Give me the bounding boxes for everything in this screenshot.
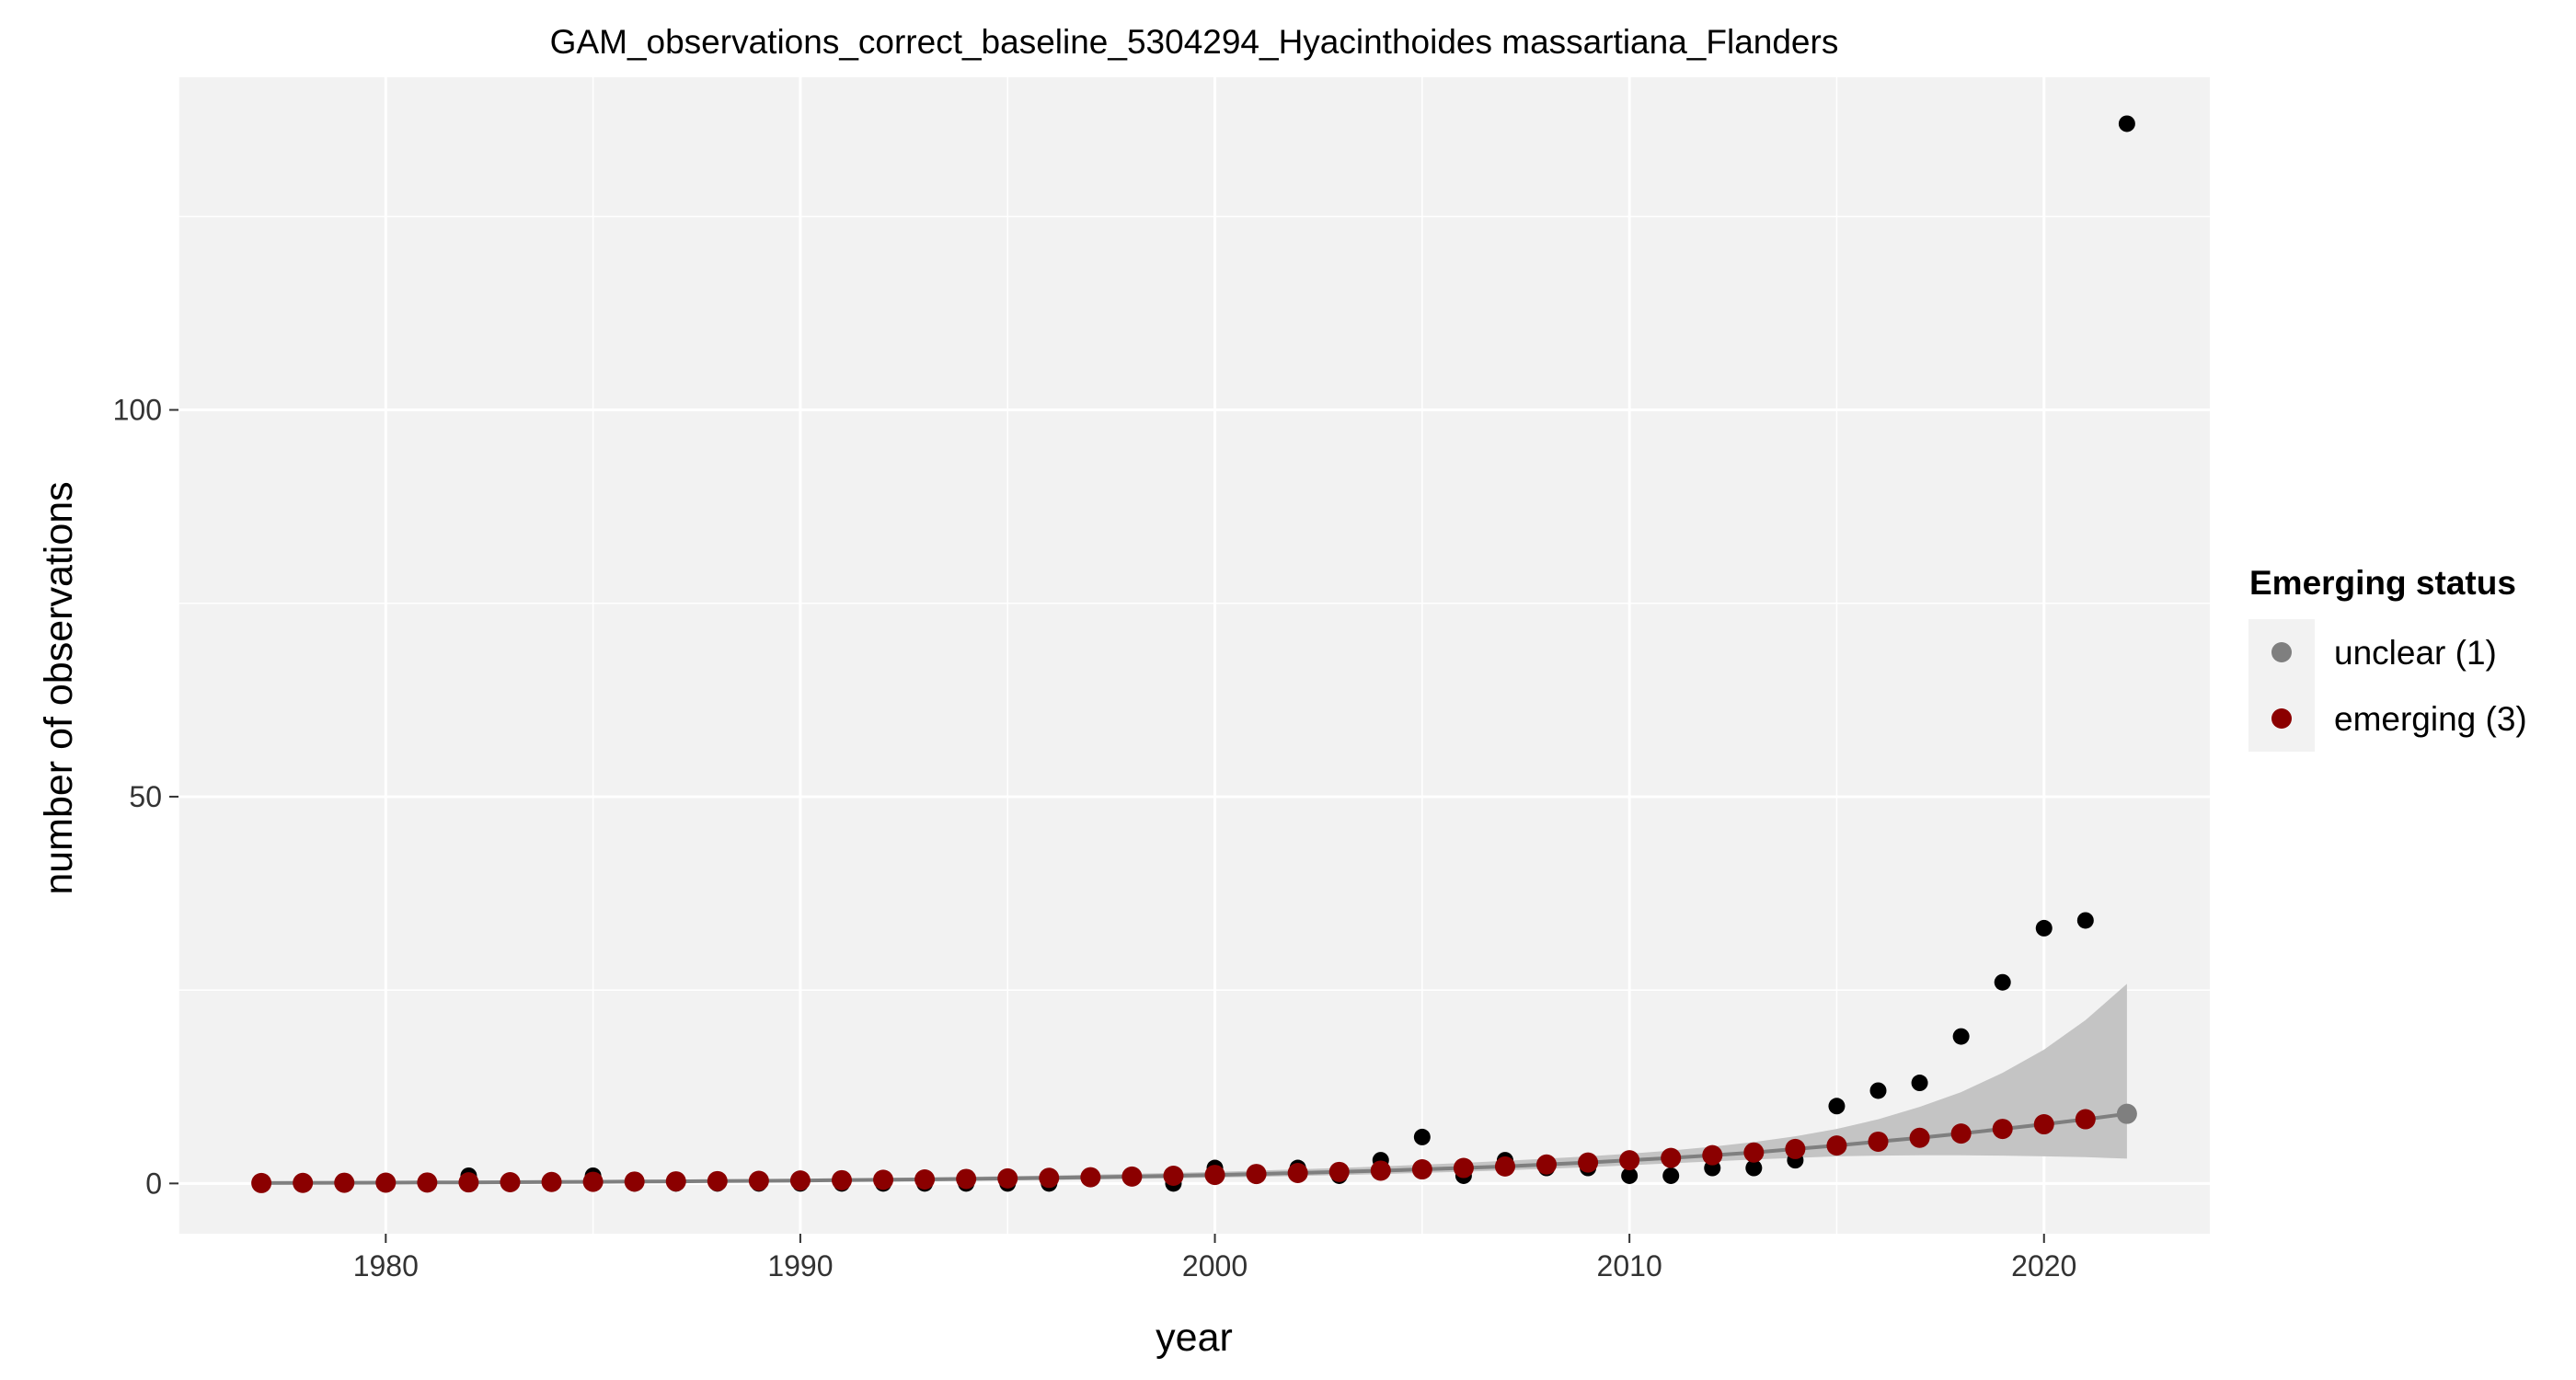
status-point-1-2002 — [1287, 1162, 1308, 1183]
x-axis: 1980 1990 2000 2010 2020 — [353, 1234, 2076, 1282]
status-point-1-2000 — [1204, 1165, 1225, 1186]
status-point-1-2015 — [1826, 1135, 1847, 1156]
status-point-1-1993 — [914, 1168, 936, 1190]
legend-key-background — [2248, 619, 2315, 752]
status-point-1-1997 — [1080, 1167, 1101, 1188]
status-point-1-1979 — [334, 1172, 355, 1193]
status-point-1-1984 — [541, 1171, 562, 1192]
observation-point-2010 — [1621, 1167, 1639, 1184]
status-point-1-1992 — [873, 1169, 894, 1190]
status-point-1-2003 — [1328, 1161, 1350, 1182]
status-point-1-2017 — [1909, 1127, 1930, 1148]
status-point-1-2016 — [1868, 1131, 1889, 1152]
status-point-1-2011 — [1661, 1147, 1682, 1168]
observation-point-2015 — [1828, 1098, 1846, 1115]
legend-label-unclear: unclear (1) — [2334, 634, 2497, 672]
status-point-1-1977 — [251, 1172, 272, 1193]
status-point-1-2020 — [2033, 1114, 2054, 1135]
status-point-1-2008 — [1536, 1154, 1558, 1175]
status-point-1-2009 — [1578, 1152, 1599, 1173]
status-point-1-1985 — [582, 1171, 604, 1192]
status-point-1-1988 — [707, 1170, 728, 1191]
status-point-1-2013 — [1743, 1142, 1765, 1163]
observation-point-2013 — [1745, 1159, 1763, 1177]
status-point-1-1996 — [1039, 1167, 1060, 1189]
status-point-1-1986 — [624, 1171, 645, 1192]
status-point-1-2001 — [1246, 1164, 1267, 1185]
status-point-1-1989 — [748, 1170, 769, 1191]
status-point-1-2019 — [1992, 1119, 2013, 1140]
status-point-1-2014 — [1785, 1138, 1806, 1159]
status-point-1-1994 — [956, 1168, 977, 1190]
status-point-1-2007 — [1494, 1156, 1515, 1177]
observation-point-2021 — [2076, 912, 2094, 929]
status-point-1-1982 — [458, 1172, 479, 1193]
y-tick-label-1: 50 — [129, 780, 162, 813]
observation-point-2005 — [1413, 1128, 1431, 1145]
status-point-0-2022 — [2116, 1103, 2137, 1124]
x-tick-label-2: 2000 — [1182, 1249, 1248, 1282]
status-point-1-2006 — [1453, 1157, 1474, 1179]
observation-point-2018 — [1952, 1028, 1970, 1045]
x-tick-label-0: 1980 — [353, 1249, 419, 1282]
status-point-1-1998 — [1121, 1166, 1143, 1187]
legend-label-emerging: emerging (3) — [2334, 700, 2527, 738]
x-tick-label-1: 1990 — [767, 1249, 833, 1282]
status-point-1-2012 — [1702, 1144, 1723, 1166]
x-tick-label-4: 2020 — [2011, 1249, 2076, 1282]
x-axis-title: year — [1156, 1316, 1233, 1360]
status-point-1-1981 — [417, 1172, 438, 1193]
status-point-1-1995 — [997, 1167, 1018, 1189]
observation-point-2017 — [1911, 1075, 1928, 1092]
status-point-1-1987 — [665, 1171, 686, 1192]
legend-key-emerging — [2271, 708, 2292, 729]
legend-title: Emerging status — [2249, 564, 2516, 602]
status-point-1-1991 — [831, 1169, 852, 1190]
chart-title: GAM_observations_correct_baseline_530429… — [550, 23, 1839, 61]
plot-panel — [178, 77, 2210, 1234]
observation-point-2019 — [1994, 973, 2011, 991]
y-axis-title: number of observations — [37, 481, 81, 894]
y-tick-label-0: 0 — [145, 1167, 162, 1200]
status-point-1-1980 — [375, 1172, 397, 1193]
status-point-1-2021 — [2075, 1109, 2096, 1130]
observation-point-2020 — [2035, 919, 2053, 937]
status-point-1-2010 — [1619, 1150, 1640, 1171]
status-point-1-1983 — [500, 1172, 521, 1193]
minor-grid — [178, 77, 2210, 1234]
legend: Emerging status unclear (1) emerging (3) — [2248, 564, 2527, 752]
status-point-1-2005 — [1411, 1159, 1432, 1180]
status-point-1-2004 — [1370, 1160, 1391, 1181]
status-point-1-1990 — [789, 1170, 811, 1191]
fit-line — [261, 1111, 2128, 1185]
observation-point-2016 — [1869, 1082, 1887, 1099]
observation-point-2022 — [2118, 115, 2135, 132]
observation-point-2011 — [1662, 1167, 1680, 1184]
status-point-1-1978 — [293, 1172, 314, 1193]
y-axis: 0 50 100 — [113, 394, 178, 1200]
status-points — [251, 1103, 2137, 1193]
status-point-1-2018 — [1950, 1123, 1972, 1144]
legend-key-unclear — [2271, 642, 2292, 662]
y-tick-label-2: 100 — [113, 394, 162, 427]
status-point-1-1999 — [1163, 1166, 1184, 1187]
x-tick-label-3: 2010 — [1597, 1249, 1662, 1282]
